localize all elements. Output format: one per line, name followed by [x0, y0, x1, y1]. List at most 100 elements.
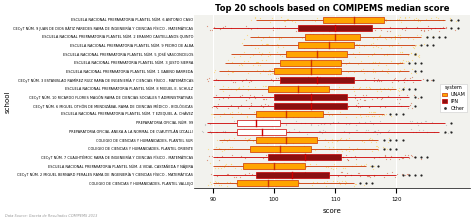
Point [398, 157, 406, 160]
Point [396, 50, 404, 53]
Point [238, 42, 246, 45]
Point [329, 145, 337, 149]
Point [266, 95, 274, 99]
Point [206, 123, 214, 126]
Point [262, 180, 269, 183]
Point [247, 104, 255, 107]
Point [381, 154, 389, 157]
Point [366, 136, 374, 140]
Point [296, 137, 304, 141]
Point [335, 105, 343, 109]
Point [411, 44, 419, 48]
Point [246, 78, 254, 82]
Point [382, 105, 389, 109]
Point [224, 72, 231, 75]
Point [407, 121, 414, 125]
Point [393, 17, 401, 20]
Point [235, 85, 243, 89]
Point [326, 95, 333, 98]
Point [360, 44, 367, 48]
Point [399, 27, 406, 31]
Point [273, 184, 280, 187]
Point [387, 19, 394, 22]
Point [374, 63, 382, 66]
Point [203, 77, 211, 81]
Point [332, 44, 340, 48]
Point [392, 147, 400, 151]
Point [425, 28, 432, 31]
Point [439, 19, 447, 22]
Point [263, 140, 271, 144]
Point [401, 173, 409, 177]
Point [354, 37, 362, 41]
Point [283, 106, 291, 110]
Point [258, 53, 265, 57]
Point [256, 63, 264, 66]
Point [316, 42, 323, 45]
Point [284, 102, 292, 105]
Point [320, 84, 328, 88]
Point [368, 164, 376, 168]
Point [316, 78, 324, 82]
Point [377, 79, 384, 82]
Point [344, 158, 351, 161]
Point [265, 68, 273, 72]
Point [351, 154, 359, 157]
Point [274, 44, 282, 47]
Point [370, 157, 377, 160]
Point [297, 68, 305, 72]
Point [365, 174, 372, 178]
Point [219, 89, 227, 93]
Point [298, 121, 305, 124]
Point [376, 105, 384, 108]
Point [398, 46, 405, 49]
Bar [286, 51, 347, 57]
Point [341, 16, 349, 19]
Point [241, 156, 249, 160]
Point [399, 78, 407, 82]
Point [338, 180, 346, 183]
Point [277, 53, 284, 57]
Point [361, 78, 369, 81]
Point [276, 76, 284, 79]
Point [401, 80, 408, 83]
Point [371, 114, 378, 118]
Point [319, 155, 327, 158]
Point [365, 110, 373, 113]
Point [321, 86, 329, 89]
Point [203, 24, 210, 28]
Point [228, 112, 236, 116]
Point [386, 158, 393, 161]
Point [273, 165, 281, 169]
Point [252, 130, 259, 133]
Point [226, 145, 234, 149]
Point [406, 119, 414, 123]
Point [392, 37, 399, 40]
Point [432, 16, 439, 19]
Point [337, 147, 345, 151]
Point [238, 93, 246, 97]
Point [346, 145, 353, 148]
Point [262, 69, 269, 72]
Point [364, 114, 372, 118]
Point [364, 20, 372, 23]
Point [199, 130, 207, 134]
Point [261, 102, 268, 105]
Point [286, 172, 293, 176]
Point [333, 34, 341, 37]
Point [349, 44, 357, 48]
Point [319, 86, 326, 89]
Point [373, 79, 381, 83]
Point [373, 96, 381, 100]
Point [307, 28, 314, 31]
Point [372, 70, 379, 74]
Point [232, 175, 240, 179]
Point [373, 89, 381, 93]
Point [347, 78, 355, 82]
Point [239, 78, 247, 82]
Point [205, 155, 213, 158]
Point [334, 138, 342, 142]
Point [358, 139, 366, 143]
Point [253, 27, 260, 30]
Point [339, 167, 346, 170]
